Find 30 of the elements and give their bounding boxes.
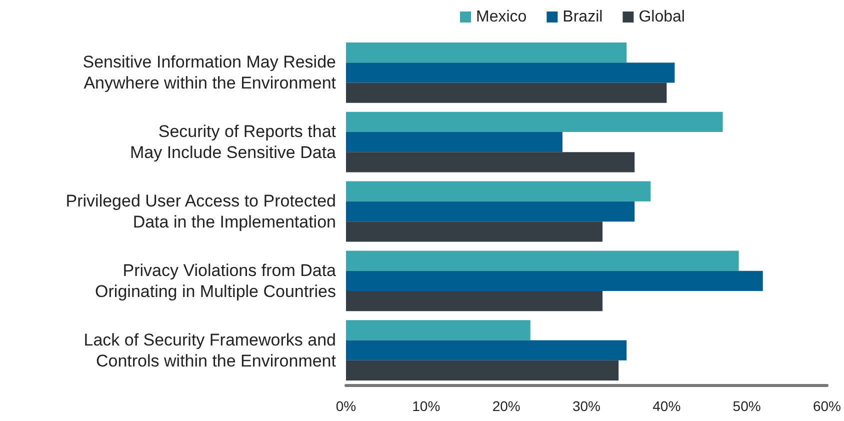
bar [346,82,667,103]
bar [346,250,739,271]
y-tick-label: Sensitive Information May Reside Anywhere within the Environment [82,52,336,93]
bar [346,222,603,242]
x-tick-label: 50% [732,398,761,414]
x-tick-label: 10% [412,398,440,414]
y-tick-label: Privacy Violations from Data Originating in Multiple Countries [95,260,337,301]
legend-label: Brazil [562,8,603,26]
y-tick-label: Lack of Security Frameworks and Controls within the Environment [84,330,336,370]
x-tick-label: 40% [652,398,681,414]
bar [346,201,635,222]
bar [346,340,627,360]
bar [346,152,635,172]
bar [346,270,763,291]
bar [346,290,603,312]
bar [346,62,675,83]
bar [346,132,562,152]
bar [346,42,627,63]
bar [346,112,723,132]
y-tick-label: Security of Reports that May Include Sensitive Data [130,122,337,162]
bar [346,360,619,380]
legend-label: Mexico [476,8,527,26]
x-tick-label: 30% [572,398,601,414]
bar [346,181,651,202]
x-tick-label: 0% [336,398,356,414]
x-tick-label: 20% [492,398,520,414]
x-tick-label: 60% [812,398,842,414]
legend-label: Global [638,8,685,26]
y-tick-label: Privileged User Access to Protected Data in the Implementation [66,192,336,232]
bar [346,320,530,340]
